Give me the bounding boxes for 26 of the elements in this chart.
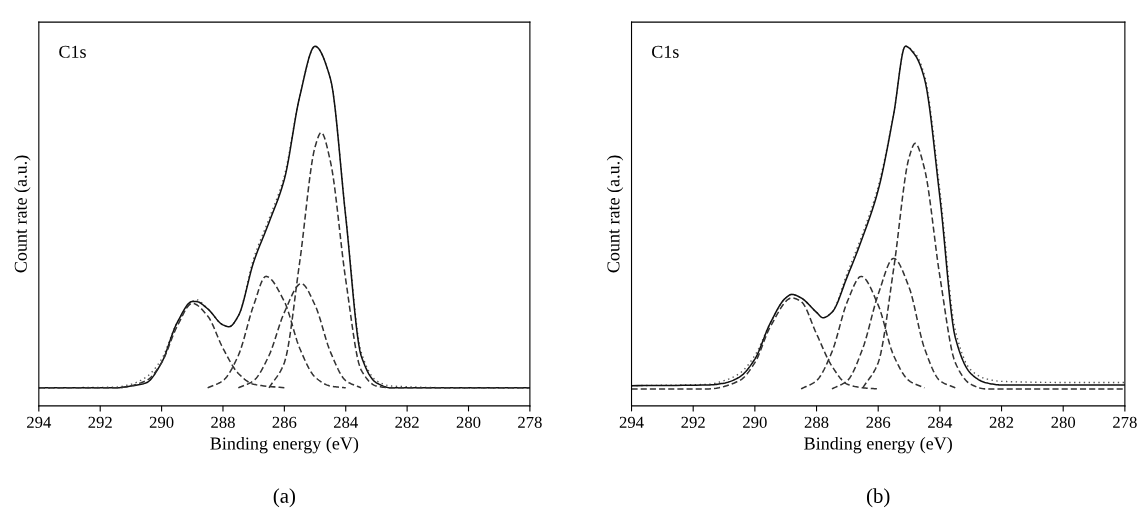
y-axis-title: Count rate (a.u.) (14, 155, 31, 273)
x-tick-label: 294 (27, 416, 52, 428)
x-tick-label: 288 (804, 416, 829, 428)
x-axis-title: Binding energy (eV) (210, 436, 359, 454)
text: (b) (866, 488, 890, 508)
x-tick-label: 282 (989, 416, 1014, 428)
x-tick-label: 290 (743, 416, 767, 428)
x-axis-title: Binding energy (eV) (804, 436, 952, 454)
x-tick-label: 294 (619, 416, 644, 428)
x-tick-label: 286 (272, 416, 297, 428)
y-axis-title: Count rate (a.u.) (606, 155, 624, 273)
x-tick-label: 284 (928, 416, 953, 428)
x-tick-label: 292 (88, 416, 112, 428)
x-tick-label: 286 (866, 416, 891, 428)
x-tick-label: 288 (211, 416, 235, 428)
annotation: C1s (652, 45, 679, 58)
x-tick-label: 290 (149, 416, 174, 428)
x-tick-label: 280 (1051, 416, 1076, 428)
x-tick-label: 278 (1113, 416, 1137, 428)
x-tick-label: 280 (456, 416, 481, 428)
annotation: C1s (59, 45, 86, 58)
x-tick-label: 278 (518, 416, 542, 428)
x-tick-label: 284 (333, 416, 358, 428)
text: (a) (273, 488, 295, 508)
x-tick-label: 292 (681, 416, 705, 428)
x-tick-label: 282 (395, 416, 419, 428)
